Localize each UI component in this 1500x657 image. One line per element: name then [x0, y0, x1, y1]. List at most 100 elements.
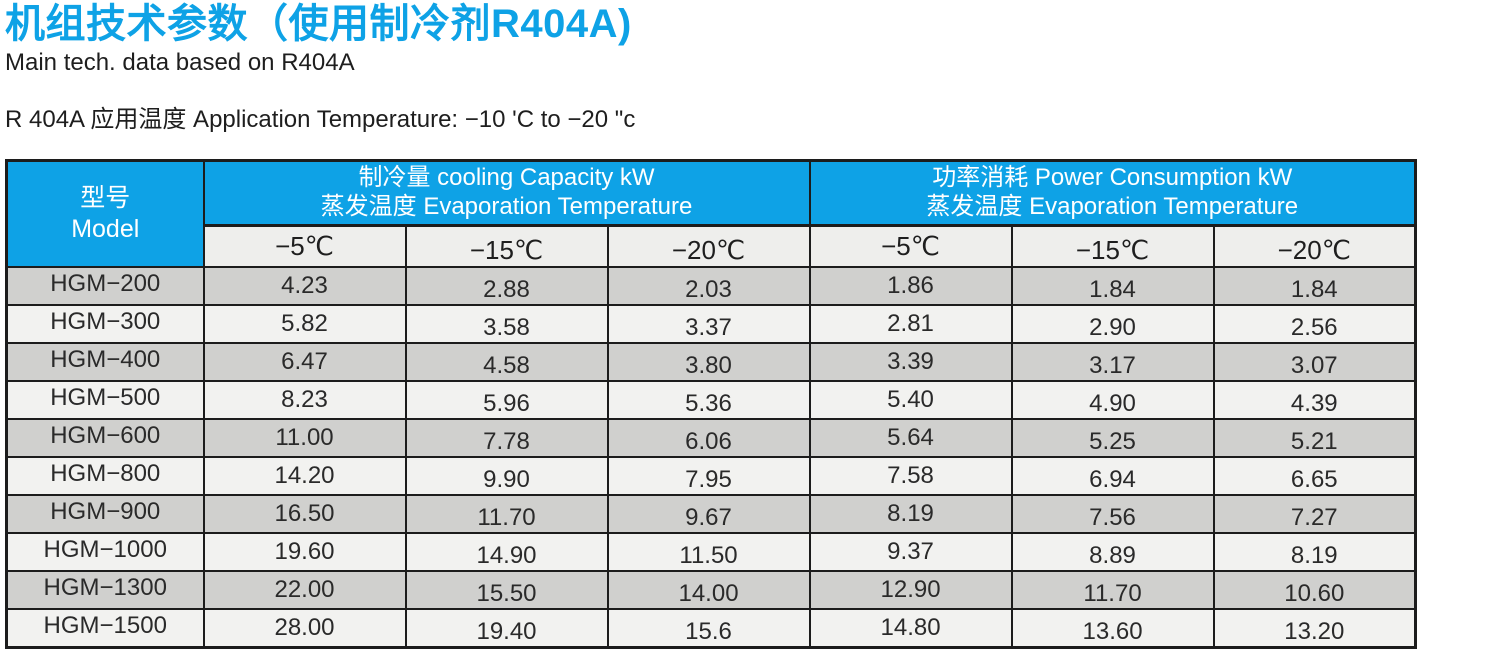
value-cell: 5.36 — [606, 380, 811, 420]
model-cell: HGM−500 — [5, 380, 205, 420]
value-cell: 10.60 — [1212, 570, 1417, 610]
power-consumption-title: 功率消耗 Power Consumption kW — [932, 164, 1293, 192]
value-cell: 13.20 — [1212, 608, 1417, 649]
value-cell: 6.65 — [1212, 456, 1417, 496]
value-cell: 11.70 — [404, 494, 609, 534]
table-row: HGM−200 4.23 2.88 2.03 1.86 1.84 1.84 — [5, 266, 1417, 306]
table-row: HGM−800 14.20 9.90 7.95 7.58 6.94 6.65 — [5, 456, 1417, 496]
table-row: HGM−400 6.47 4.58 3.80 3.39 3.17 3.07 — [5, 342, 1417, 382]
value-cell: 7.95 — [606, 456, 811, 496]
cooling-evaporation-subtitle: 蒸发温度 Evaporation Temperature — [320, 193, 693, 220]
value-cell: 16.50 — [202, 494, 407, 534]
value-cell: 2.88 — [404, 266, 609, 306]
temp-column-header: −20℃ — [1212, 224, 1417, 268]
value-cell: 22.00 — [202, 570, 407, 610]
model-cell: HGM−200 — [5, 266, 205, 306]
value-cell: 9.37 — [808, 532, 1013, 572]
value-cell: 13.60 — [1010, 608, 1215, 649]
page-subtitle: Main tech. data based on R404A — [5, 49, 355, 76]
value-cell: 4.90 — [1010, 380, 1215, 420]
application-temperature-line: R 404A 应用温度 Application Temperature: −10… — [5, 106, 636, 133]
model-cell: HGM−300 — [5, 304, 205, 344]
temp-column-header: −15℃ — [1010, 224, 1215, 268]
model-cell: HGM−1000 — [5, 532, 205, 572]
value-cell: 3.37 — [606, 304, 811, 344]
value-cell: 11.50 — [606, 532, 811, 572]
value-cell: 14.20 — [202, 456, 407, 496]
value-cell: 5.64 — [808, 418, 1013, 458]
temperature-subheader-row: −5℃ −15℃ −20℃ −5℃ −15℃ −20℃ — [7, 224, 1417, 268]
value-cell: 9.67 — [606, 494, 811, 534]
power-evaporation-subtitle: 蒸发温度 Evaporation Temperature — [926, 193, 1299, 220]
table-row: HGM−1300 22.00 15.50 14.00 12.90 11.70 10.60 — [5, 570, 1417, 610]
model-cell: HGM−1300 — [5, 570, 205, 610]
cooling-capacity-title: 制冷量 cooling Capacity kW — [358, 164, 655, 192]
value-cell: 15.50 — [404, 570, 609, 610]
value-cell: 11.70 — [1010, 570, 1215, 610]
value-cell: 19.60 — [202, 532, 407, 572]
value-cell: 8.23 — [202, 380, 407, 420]
value-cell: 7.27 — [1212, 494, 1417, 534]
power-consumption-group-header: 功率消耗 Power Consumption kW 蒸发温度 Evaporati… — [808, 159, 1417, 227]
value-cell: 28.00 — [202, 608, 407, 649]
model-cell: HGM−1500 — [5, 608, 205, 649]
value-cell: 8.19 — [808, 494, 1013, 534]
value-cell: 6.94 — [1010, 456, 1215, 496]
value-cell: 14.00 — [606, 570, 811, 610]
temp-column-header: −5℃ — [202, 224, 407, 268]
value-cell: 5.25 — [1010, 418, 1215, 458]
value-cell: 8.19 — [1212, 532, 1417, 572]
value-cell: 2.03 — [606, 266, 811, 306]
value-cell: 7.56 — [1010, 494, 1215, 534]
table-row: HGM−600 11.00 7.78 6.06 5.64 5.25 5.21 — [5, 418, 1417, 458]
value-cell: 4.23 — [202, 266, 407, 306]
value-cell: 19.40 — [404, 608, 609, 649]
value-cell: 8.89 — [1010, 532, 1215, 572]
temp-column-header: −20℃ — [606, 224, 811, 268]
value-cell: 7.58 — [808, 456, 1013, 496]
cooling-capacity-group-header: 制冷量 cooling Capacity kW 蒸发温度 Evaporation… — [202, 159, 811, 227]
model-cell: HGM−600 — [5, 418, 205, 458]
value-cell: 5.82 — [202, 304, 407, 344]
model-column-header-zh: 型号 — [80, 183, 131, 212]
value-cell: 5.21 — [1212, 418, 1417, 458]
table-row: HGM−500 8.23 5.96 5.36 5.40 4.90 4.39 — [5, 380, 1417, 420]
value-cell: 1.84 — [1010, 266, 1215, 306]
value-cell: 15.6 — [606, 608, 811, 649]
model-column-header: 型号 Model — [5, 159, 205, 268]
value-cell: 3.39 — [808, 342, 1013, 382]
value-cell: 2.81 — [808, 304, 1013, 344]
value-cell: 2.56 — [1212, 304, 1417, 344]
value-cell: 4.58 — [404, 342, 609, 382]
value-cell: 4.39 — [1212, 380, 1417, 420]
value-cell: 5.40 — [808, 380, 1013, 420]
value-cell: 3.17 — [1010, 342, 1215, 382]
group-header-row: 型号 Model 制冷量 cooling Capacity kW 蒸发温度 Ev… — [5, 159, 1417, 268]
value-cell: 3.07 — [1212, 342, 1417, 382]
model-cell: HGM−400 — [5, 342, 205, 382]
value-cell: 14.90 — [404, 532, 609, 572]
value-cell: 5.96 — [404, 380, 609, 420]
table-row: HGM−1000 19.60 14.90 11.50 9.37 8.89 8.19 — [5, 532, 1417, 572]
value-cell: 3.58 — [404, 304, 609, 344]
table-row: HGM−300 5.82 3.58 3.37 2.81 2.90 2.56 — [5, 304, 1417, 344]
model-column-header-en: Model — [71, 215, 140, 243]
value-cell: 6.47 — [202, 342, 407, 382]
table-row: HGM−1500 28.00 19.40 15.6 14.80 13.60 13.20 — [5, 608, 1417, 649]
temp-column-header: −15℃ — [404, 224, 609, 268]
value-cell: 1.84 — [1212, 266, 1417, 306]
value-cell: 11.00 — [202, 418, 407, 458]
model-cell: HGM−900 — [5, 494, 205, 534]
value-cell: 14.80 — [808, 608, 1013, 649]
value-cell: 7.78 — [404, 418, 609, 458]
value-cell: 1.86 — [808, 266, 1013, 306]
value-cell: 6.06 — [606, 418, 811, 458]
tech-data-table: 型号 Model 制冷量 cooling Capacity kW 蒸发温度 Ev… — [5, 159, 1418, 649]
model-cell: HGM−800 — [5, 456, 205, 496]
page-title: 机组技术参数（使用制冷剂R404A) — [5, 2, 632, 46]
table-row: HGM−900 16.50 11.70 9.67 8.19 7.56 7.27 — [5, 494, 1417, 534]
value-cell: 12.90 — [808, 570, 1013, 610]
value-cell: 9.90 — [404, 456, 609, 496]
temp-column-header: −5℃ — [808, 224, 1013, 268]
